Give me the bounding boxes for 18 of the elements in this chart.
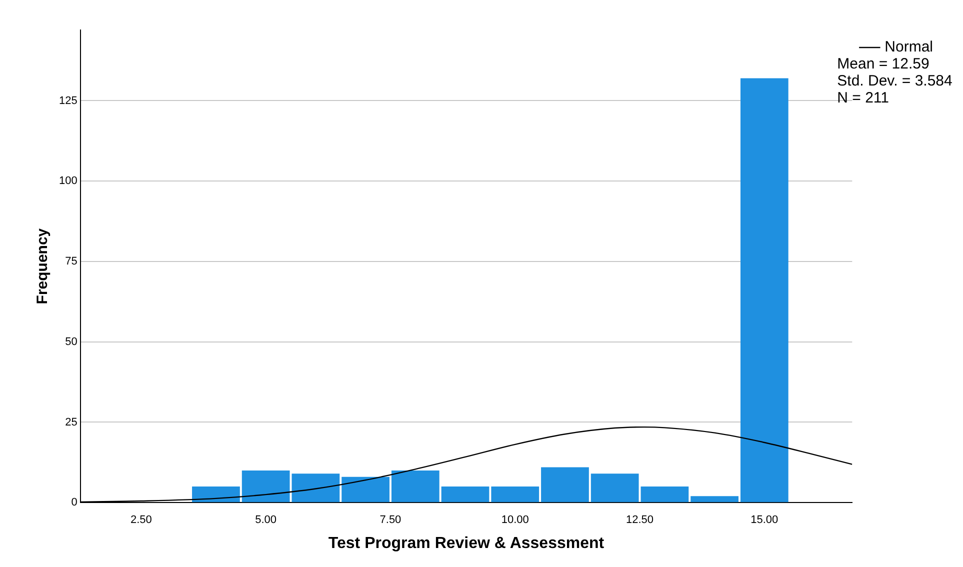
x-axis-title: Test Program Review & Assessment — [328, 534, 605, 552]
y-tick-label: 50 — [65, 336, 78, 348]
y-tick-label: 125 — [58, 94, 78, 107]
annotation: N = 211 — [837, 90, 890, 107]
y-tick-label: 0 — [71, 496, 78, 509]
x-tick-label: 10.00 — [501, 514, 529, 526]
y-tick-label: 100 — [58, 175, 78, 188]
x-tick-label: 7.50 — [380, 514, 402, 526]
x-tick-label: 2.50 — [130, 514, 152, 526]
annotation: Std. Dev. = 3.584 — [837, 72, 952, 90]
y-axis-title: Frequency — [34, 228, 52, 304]
x-tick-label: 15.00 — [750, 514, 778, 526]
y-tick-label: 25 — [65, 416, 78, 428]
legend-label: Normal — [884, 38, 934, 56]
x-tick-label: 5.00 — [255, 514, 277, 526]
y-tick-label: 75 — [65, 256, 78, 268]
annotation: Mean = 12.59 — [837, 56, 930, 73]
x-tick-label: 12.50 — [626, 514, 654, 526]
